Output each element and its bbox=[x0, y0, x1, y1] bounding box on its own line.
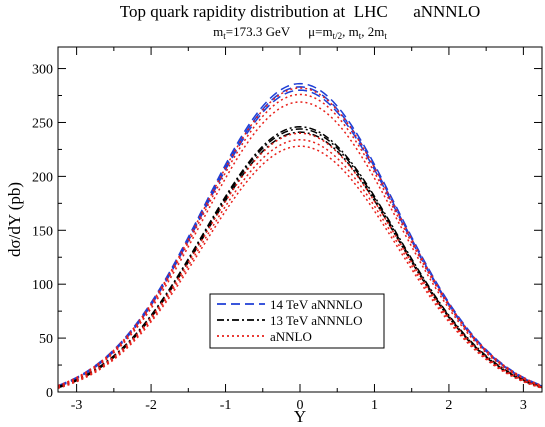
legend-entry-label: 13 TeV aNNNLO bbox=[270, 313, 363, 328]
x-tick-label: 1 bbox=[371, 398, 378, 413]
subtitle-mu-sub2: t bbox=[359, 31, 362, 41]
series-line-annlo-7 bbox=[57, 93, 543, 387]
series-line-13-tev-annnlo-4 bbox=[57, 128, 543, 388]
series-line-annlo-9 bbox=[57, 132, 543, 388]
y-tick-label: 200 bbox=[32, 170, 53, 185]
subtitle-mu-sub3: t bbox=[384, 31, 387, 41]
series-line-annlo-6 bbox=[57, 87, 543, 387]
x-tick-label: -2 bbox=[145, 398, 157, 413]
series-line-13-tev-annnlo-5 bbox=[57, 131, 543, 389]
series-line-13-tev-annnlo-3 bbox=[57, 126, 543, 388]
legend-entry-label: aNNLO bbox=[270, 329, 312, 344]
y-tick-label: 0 bbox=[46, 386, 53, 401]
y-tick-label: 150 bbox=[32, 224, 53, 239]
chart-subtitle: mt=173.3 GeV μ=mt/2, mt, 2mt bbox=[213, 24, 387, 41]
y-tick-label: 100 bbox=[32, 278, 53, 293]
x-axis-label: Y bbox=[294, 407, 306, 426]
plot-frame bbox=[57, 46, 543, 393]
legend-entry-label: 14 TeV aNNNLO bbox=[270, 297, 363, 312]
x-tick-label: 3 bbox=[520, 398, 527, 413]
subtitle-mu-mid: , m bbox=[342, 24, 359, 39]
y-tick-label: 250 bbox=[32, 116, 53, 131]
x-tick-label: -1 bbox=[220, 398, 232, 413]
subtitle-mass-value: =173.3 GeV bbox=[226, 24, 291, 39]
x-tick-label: -3 bbox=[71, 398, 83, 413]
subtitle-mu-sub1: t/2 bbox=[333, 31, 343, 41]
curves-layer bbox=[57, 82, 543, 389]
y-axis-label: dσ/dY (pb) bbox=[5, 182, 24, 257]
series-line-annlo-10 bbox=[57, 138, 543, 389]
series-line-annlo-11 bbox=[57, 145, 543, 389]
y-tick-label: 50 bbox=[39, 332, 53, 347]
subtitle-mu-tail: , 2m bbox=[361, 24, 384, 39]
ticks-layer: -3 -2 -1 0 1 2 3 0 50 100 150 200 250 300 bbox=[32, 47, 542, 413]
subtitle-mass-sub: t bbox=[223, 31, 226, 41]
chart-title: Top quark rapidity distribution at LHC a… bbox=[120, 2, 480, 21]
y-tick-label: 300 bbox=[32, 63, 53, 78]
x-tick-label: 2 bbox=[445, 398, 452, 413]
x-tick-label: 0 bbox=[297, 398, 304, 413]
subtitle-mu-prefix: μ=m bbox=[308, 24, 332, 39]
subtitle-mass-prefix: m bbox=[213, 24, 223, 39]
series-line-14-tev-annnlo-2 bbox=[57, 89, 543, 388]
legend-box bbox=[209, 293, 385, 349]
series-line-annlo-8 bbox=[57, 101, 543, 388]
